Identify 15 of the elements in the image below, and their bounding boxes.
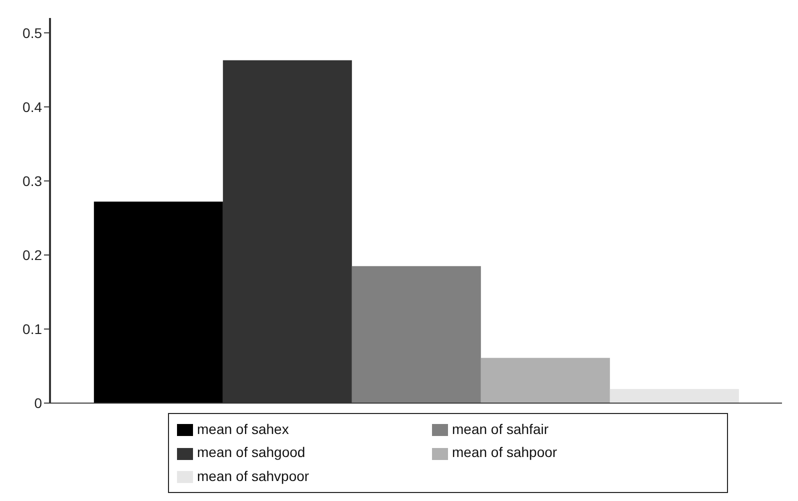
y-tick-label: 0.1	[22, 321, 42, 338]
bar	[480, 358, 610, 404]
legend-label: mean of sahvpoor	[197, 468, 310, 484]
y-tick-label: 0.5	[22, 24, 42, 41]
legend-label: mean of sahfair	[452, 421, 548, 438]
bar	[94, 202, 223, 404]
y-tick-label: 0	[34, 395, 42, 412]
y-tick-label: 0.2	[22, 246, 42, 263]
bar	[352, 266, 481, 404]
legend-label: mean of sahex	[197, 421, 289, 438]
y-tick-label: 0.4	[22, 98, 42, 115]
legend-label: mean of sahpoor	[452, 444, 558, 460]
y-tick-label: 0.3	[22, 172, 42, 189]
bar	[610, 389, 739, 404]
legend-label: mean of sahgood	[197, 444, 306, 460]
